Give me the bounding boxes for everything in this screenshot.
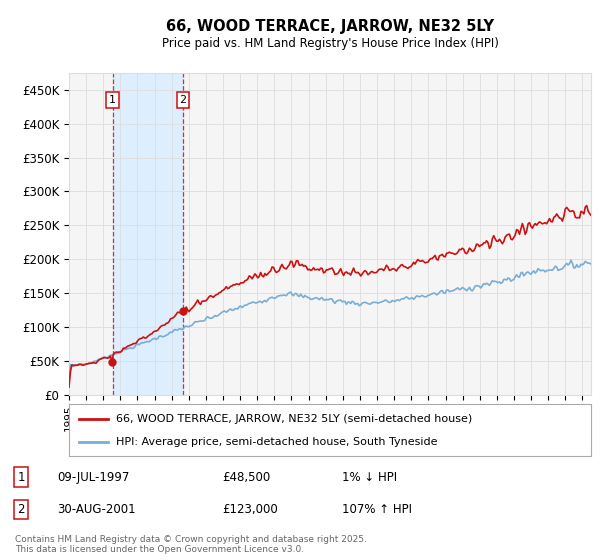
Text: £123,000: £123,000 (222, 503, 278, 516)
Text: 1: 1 (109, 95, 116, 105)
Text: 30-AUG-2001: 30-AUG-2001 (57, 503, 136, 516)
Text: 1% ↓ HPI: 1% ↓ HPI (342, 470, 397, 484)
Text: Price paid vs. HM Land Registry's House Price Index (HPI): Price paid vs. HM Land Registry's House … (161, 37, 499, 50)
Text: Contains HM Land Registry data © Crown copyright and database right 2025.
This d: Contains HM Land Registry data © Crown c… (15, 535, 367, 554)
Text: £48,500: £48,500 (222, 470, 270, 484)
Text: 66, WOOD TERRACE, JARROW, NE32 5LY: 66, WOOD TERRACE, JARROW, NE32 5LY (166, 19, 494, 34)
Text: 1: 1 (17, 470, 25, 484)
Text: HPI: Average price, semi-detached house, South Tyneside: HPI: Average price, semi-detached house,… (116, 437, 437, 447)
Text: 2: 2 (179, 95, 187, 105)
Text: 107% ↑ HPI: 107% ↑ HPI (342, 503, 412, 516)
Text: 66, WOOD TERRACE, JARROW, NE32 5LY (semi-detached house): 66, WOOD TERRACE, JARROW, NE32 5LY (semi… (116, 414, 472, 424)
Bar (113, 73, 183, 395)
Text: 09-JUL-1997: 09-JUL-1997 (57, 470, 130, 484)
Text: 2: 2 (17, 503, 25, 516)
